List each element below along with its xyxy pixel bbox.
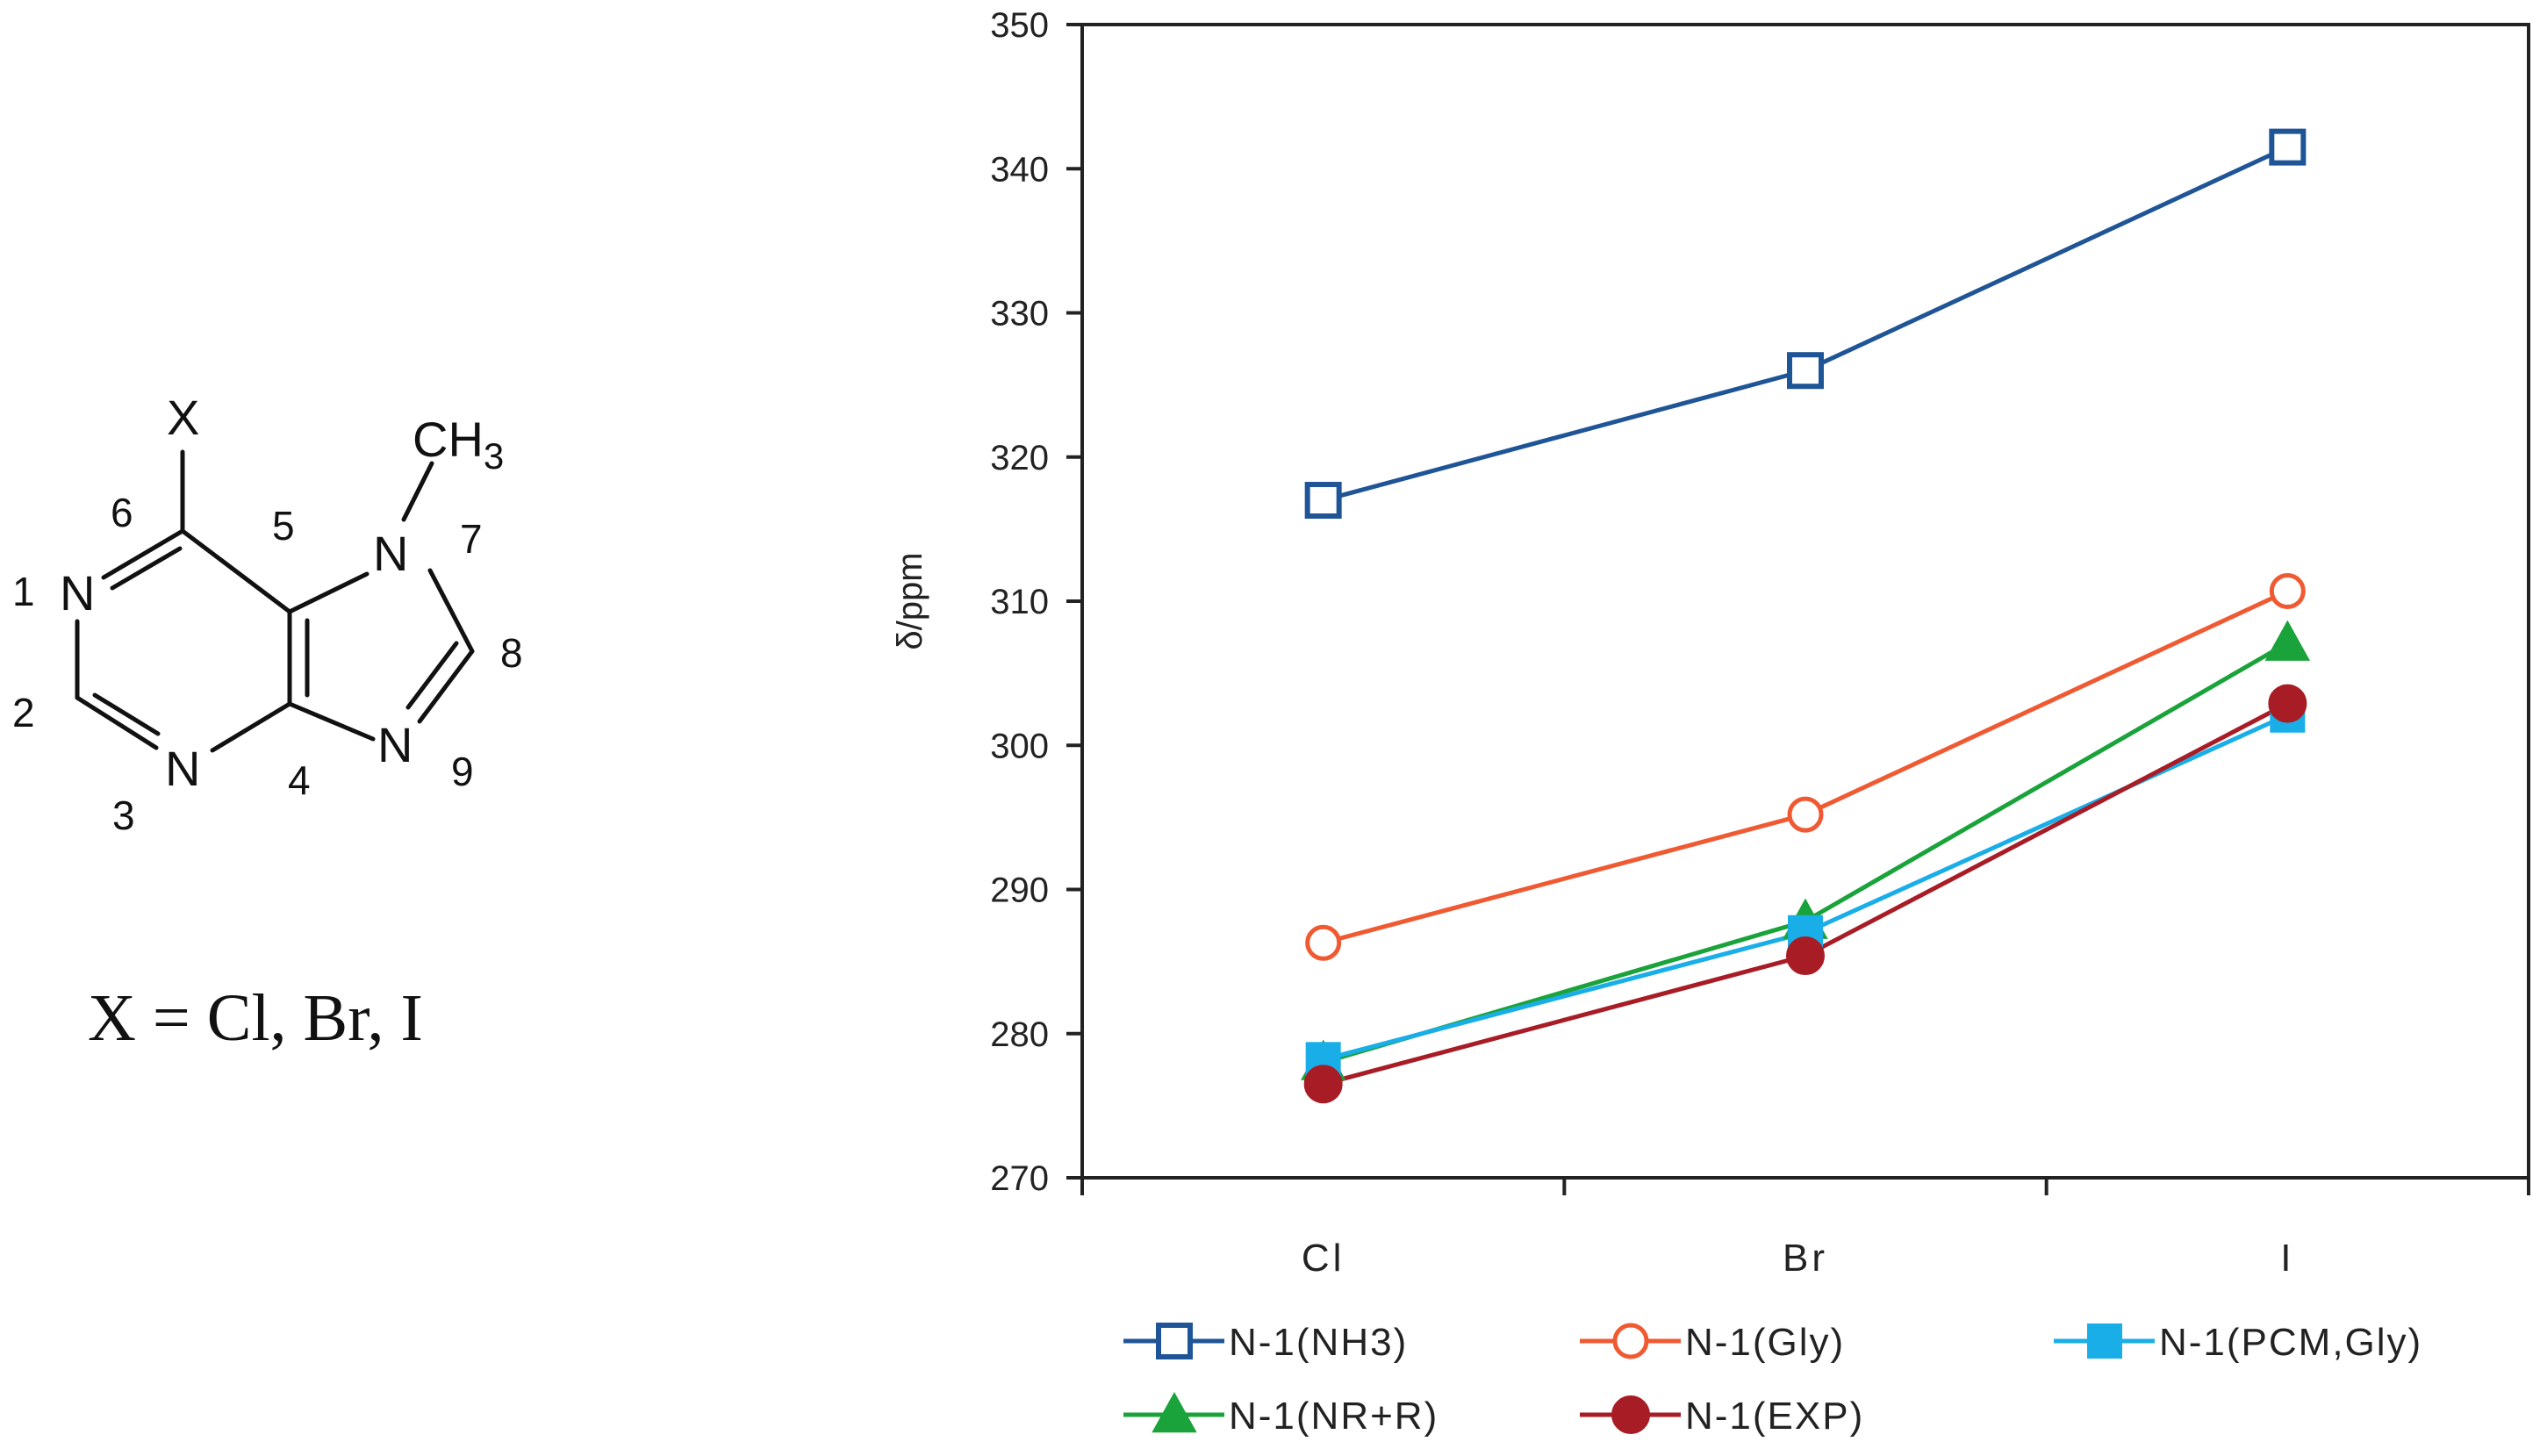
y-tick-label-320: 320	[990, 439, 1049, 477]
y-tick-label-340: 340	[990, 150, 1049, 189]
x-tick-label-i: I	[2280, 1237, 2294, 1280]
methyl-subscript-label: 3	[484, 435, 504, 477]
plot-frame	[1080, 23, 2530, 1180]
bond-c6-n1-double	[110, 546, 183, 591]
legend-item-gly: N-1(Gly)	[1580, 1321, 1845, 1364]
data-point-nr-i	[2264, 620, 2311, 661]
molecule-structure	[75, 449, 475, 753]
bond-c2-n3-double	[92, 692, 161, 736]
legend-label-nh3: N-1(NH3)	[1229, 1321, 1408, 1364]
y-tick-label-330: 330	[990, 295, 1049, 334]
legend-item-nh3: N-1(NH3)	[1123, 1321, 1408, 1364]
methyl-label: CH3	[413, 412, 504, 477]
ring-number-9: 9	[451, 749, 474, 794]
legend-item-nr: N-1(NR+R)	[1123, 1391, 1439, 1438]
atom-n3-label: N	[165, 741, 200, 796]
legend-marker-pcm	[2087, 1323, 2122, 1359]
data-point-exp-br	[1786, 936, 1825, 976]
x-tick-label-br: Br	[1783, 1237, 1828, 1280]
atom-n7-label: N	[373, 526, 408, 581]
y-tick-label-350: 350	[990, 6, 1049, 45]
data-point-nh3-cl	[1304, 482, 1342, 520]
series-line-exp	[1323, 701, 2289, 1087]
series-line-nr	[1322, 641, 2289, 1065]
ring-number-5: 5	[272, 503, 295, 549]
ring-number-4: 4	[288, 757, 311, 803]
y-tick-label-300: 300	[990, 727, 1049, 765]
atom-n1-label: N	[60, 565, 95, 620]
bond-c8-n9-double	[405, 641, 459, 710]
bond-c6-n1	[101, 528, 185, 580]
atom-n9-label: N	[377, 717, 413, 772]
data-point-gly-cl	[1305, 924, 1342, 961]
data-point-gly-br	[1787, 796, 1824, 833]
legend-marker-nr	[1152, 1391, 1197, 1433]
series-markers	[1300, 128, 2311, 1104]
y-axis-title: δ/ppm	[891, 552, 929, 649]
bond-n3-c4	[210, 701, 292, 753]
data-point-nh3-br	[1787, 352, 1824, 390]
bond-c2-n3	[75, 695, 159, 750]
series-line-nh3	[1323, 145, 2289, 503]
data-point-exp-i	[2268, 684, 2307, 723]
data-point-nh3-i	[2269, 128, 2307, 166]
line-chart: 270 280 290 300 310 320 330 340 350 Cl Br I δ/ppm	[891, 6, 2530, 1280]
series-line-pcm	[1323, 713, 2289, 1062]
chart-legend: N-1(NH3) N-1(Gly) N-1(PCM,Gly) N-1(NR+R) N-1…	[1123, 1321, 2422, 1438]
series-line-gly	[1323, 589, 2289, 945]
ring-number-7: 7	[460, 516, 483, 562]
legend-item-exp: N-1(EXP)	[1580, 1395, 1864, 1438]
y-tick-label-290: 290	[990, 871, 1049, 910]
legend-label-nr: N-1(NR+R)	[1229, 1395, 1439, 1438]
legend-label-gly: N-1(Gly)	[1685, 1321, 1845, 1364]
bond-n7-ch3	[401, 461, 434, 522]
legend-marker-gly	[1612, 1323, 1649, 1359]
y-tick-label-310: 310	[990, 583, 1049, 621]
y-tick-label-280: 280	[990, 1015, 1049, 1054]
y-tick-label-270: 270	[990, 1159, 1049, 1198]
legend-label-exp: N-1(EXP)	[1685, 1395, 1864, 1438]
ring-number-2: 2	[12, 690, 35, 735]
legend-marker-exp	[1611, 1395, 1650, 1434]
ring-number-3: 3	[112, 793, 135, 838]
legend-label-pcm: N-1(PCM,Gly)	[2159, 1321, 2422, 1364]
legend-marker-nh3	[1156, 1323, 1193, 1359]
x-tick-label-cl: Cl	[1302, 1237, 1345, 1280]
bond-c8-n9	[417, 649, 475, 724]
methyl-ch-label: CH	[413, 412, 484, 467]
data-point-exp-cl	[1303, 1065, 1343, 1104]
bond-n7-c8	[427, 568, 475, 654]
ring-number-6: 6	[111, 490, 133, 535]
substituent-caption: X = Cl, Br, I	[88, 981, 423, 1055]
bond-c5-c6	[180, 528, 292, 614]
ring-number-8: 8	[500, 630, 523, 676]
atom-x-label: X	[167, 390, 199, 445]
bond-c5-n7	[287, 571, 370, 614]
bond-n9-c4	[287, 701, 376, 742]
ring-number-1: 1	[12, 569, 35, 614]
molecule-labels: X CH3 N N N N 1 2 3 4 5 6 7 8 9 X = Cl, …	[12, 390, 523, 1055]
legend-item-pcm: N-1(PCM,Gly)	[2054, 1321, 2422, 1364]
x-axis: Cl Br I	[1080, 1178, 2530, 1280]
data-point-gly-i	[2269, 573, 2306, 610]
y-axis: 270 280 290 300 310 320 330 340 350	[990, 6, 1082, 1198]
